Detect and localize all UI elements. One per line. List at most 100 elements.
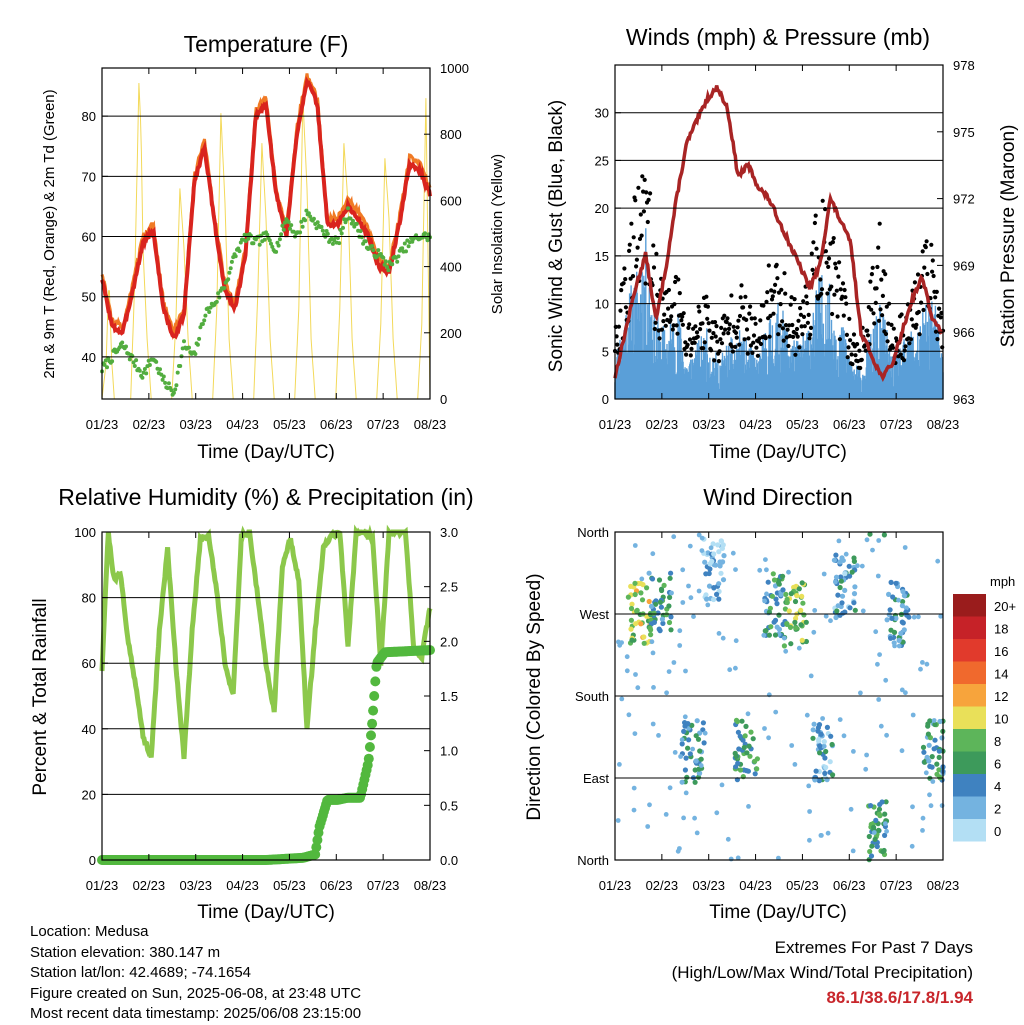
direction-point <box>935 558 941 564</box>
dewpoint-point <box>277 237 282 242</box>
dewpoint-point <box>197 336 202 341</box>
direction-point <box>821 571 827 577</box>
direction-point <box>794 593 800 599</box>
gust-point <box>719 325 724 330</box>
direction-point <box>884 828 889 834</box>
gust-point <box>729 293 734 298</box>
gust-point <box>736 318 741 323</box>
gust-point <box>676 277 681 282</box>
direction-point <box>734 718 741 725</box>
direction-point <box>780 587 786 593</box>
direction-point <box>686 737 692 743</box>
direction-point <box>658 604 665 610</box>
gust-point <box>801 314 807 319</box>
figure-created: Figure created on Sun, 2025-06-08, at 23… <box>30 984 362 1002</box>
gust-point <box>917 332 922 337</box>
direction-point <box>851 749 856 754</box>
direction-point <box>882 832 888 839</box>
direction-point <box>925 723 931 729</box>
direction-point <box>707 566 713 572</box>
gust-point <box>842 287 847 293</box>
direction-point <box>823 764 829 771</box>
direction-point <box>737 767 744 773</box>
dewpoint-point <box>246 236 251 241</box>
direction-point <box>808 673 814 679</box>
dewpoint-point <box>117 345 122 350</box>
station-info: Location: Medusa Station elevation: 380.… <box>30 922 361 1025</box>
gust-point <box>751 340 756 345</box>
x-tick-label: 07/23 <box>367 417 400 432</box>
dewpoint-point <box>229 259 234 264</box>
direction-point <box>765 579 771 585</box>
gust-point <box>921 307 926 313</box>
direction-point <box>678 754 683 759</box>
direction-point <box>757 567 763 573</box>
gust-point <box>616 324 622 329</box>
y2-tick-label: 1.0 <box>440 744 458 759</box>
direction-point <box>931 746 937 752</box>
dewpoint-point <box>288 226 292 231</box>
direction-point <box>683 668 688 674</box>
y2-tick-label: 966 <box>953 325 975 340</box>
gust-point <box>780 326 786 331</box>
direction-point <box>671 534 677 540</box>
direction-point <box>682 767 689 773</box>
dewpoint-point <box>330 241 335 246</box>
direction-point <box>641 640 647 646</box>
gust-point <box>672 302 677 307</box>
gust-point <box>770 294 775 299</box>
direction-point <box>864 752 869 758</box>
direction-point <box>847 605 853 611</box>
direction-point <box>903 605 909 611</box>
direction-point <box>937 774 943 780</box>
direction-point <box>632 543 638 548</box>
gust-point <box>798 306 803 311</box>
gust-point <box>750 350 755 355</box>
direction-point <box>766 735 771 741</box>
gust-point <box>922 265 927 270</box>
gust-point <box>764 299 769 304</box>
direction-point <box>911 614 917 620</box>
dewpoint-point <box>410 239 415 244</box>
gust-point <box>753 321 758 326</box>
dewpoint-point <box>207 310 212 314</box>
direction-point <box>682 714 688 720</box>
dewpoint-point <box>337 241 342 246</box>
y-tick-label: 70 <box>82 169 96 184</box>
direction-point <box>923 770 929 776</box>
gust-point <box>830 240 836 245</box>
gust-point <box>651 243 656 248</box>
dewpoint-point <box>169 388 174 393</box>
plot-frame <box>614 531 944 861</box>
dewpoint-point <box>276 243 281 248</box>
y2-tick-label: 2.5 <box>440 580 458 595</box>
direction-point <box>677 643 683 648</box>
gust-point <box>930 269 935 274</box>
dewpoint-point <box>171 390 176 395</box>
direction-point <box>668 627 674 633</box>
direction-point <box>926 758 932 764</box>
direction-point <box>677 628 683 634</box>
direction-point <box>687 543 693 549</box>
dewpoint-point <box>124 344 128 349</box>
dewpoint-point <box>179 354 184 359</box>
gust-point <box>619 288 624 293</box>
direction-point <box>783 591 789 598</box>
dewpoint-point <box>203 313 208 318</box>
direction-point <box>927 792 932 798</box>
extremes-title: Extremes For Past 7 Days <box>774 938 973 957</box>
gust-point <box>637 236 643 241</box>
gust-point <box>627 248 632 253</box>
direction-point <box>774 624 780 630</box>
gust-point <box>681 311 686 316</box>
temp-2m-line <box>100 76 432 340</box>
direction-point <box>732 750 738 757</box>
direction-point <box>772 617 779 624</box>
gust-point <box>668 318 673 323</box>
gust-point <box>883 272 888 277</box>
direction-point <box>851 600 857 606</box>
direction-point <box>812 608 818 613</box>
dewpoint-point <box>298 230 303 235</box>
direction-point <box>828 733 834 739</box>
direction-point <box>878 723 884 729</box>
